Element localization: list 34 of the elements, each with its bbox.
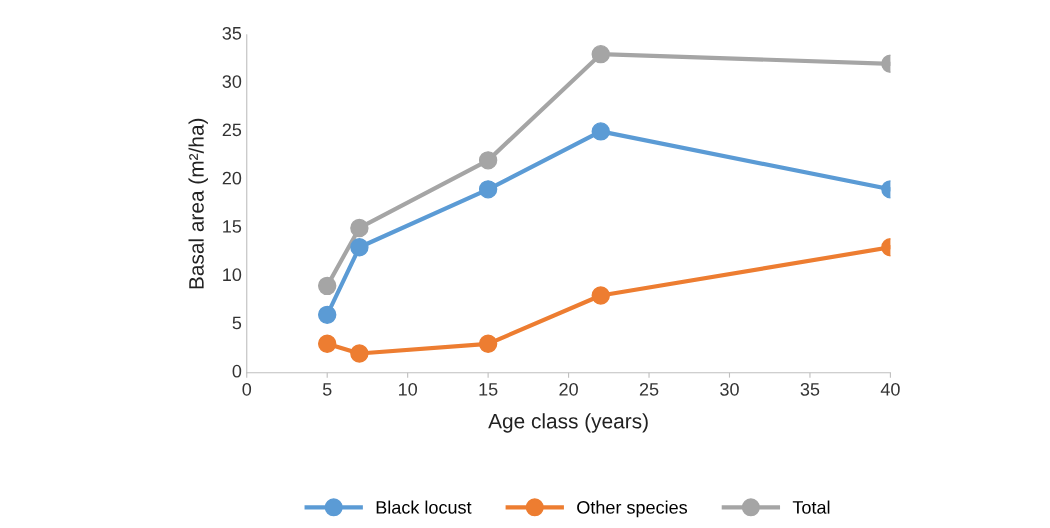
point — [350, 238, 369, 257]
point — [350, 344, 369, 363]
point — [318, 276, 337, 296]
point — [591, 44, 610, 64]
x-tick-label: 15 — [479, 383, 498, 396]
y-tick-label: 25 — [222, 123, 242, 137]
y-tick-label: 20 — [222, 171, 242, 185]
y-tick-label: 5 — [232, 316, 242, 330]
legend-label: Total — [792, 500, 830, 514]
y-tick-label: 30 — [222, 75, 242, 88]
x-axis-title: Age class (years) — [488, 413, 648, 433]
point — [318, 334, 337, 354]
legend-label: Other species — [577, 500, 688, 518]
y-tick-label: 15 — [223, 220, 242, 233]
y-tick-label: 10 — [223, 268, 242, 282]
x-tick-label: 5 — [322, 383, 332, 396]
y-axis-title: Basal area (m²/ha) — [188, 118, 208, 289]
point — [591, 286, 610, 305]
point — [318, 305, 337, 325]
point — [478, 151, 498, 170]
x-tick-label: 0 — [242, 382, 252, 396]
x-tick-label: 30 — [720, 382, 739, 396]
point — [478, 334, 498, 354]
y-tick-label: 35 — [222, 26, 242, 40]
point — [591, 122, 610, 141]
x-tick-label: 35 — [800, 382, 820, 396]
x-tick-label: 40 — [880, 382, 900, 396]
legend-label: Black locust — [376, 500, 472, 514]
point — [478, 180, 498, 199]
point — [350, 218, 369, 238]
y-tick-label: 0 — [232, 364, 242, 378]
x-tick-label: 20 — [559, 382, 578, 396]
x-tick-label: 25 — [639, 382, 659, 396]
x-tick-label: 10 — [399, 382, 417, 396]
